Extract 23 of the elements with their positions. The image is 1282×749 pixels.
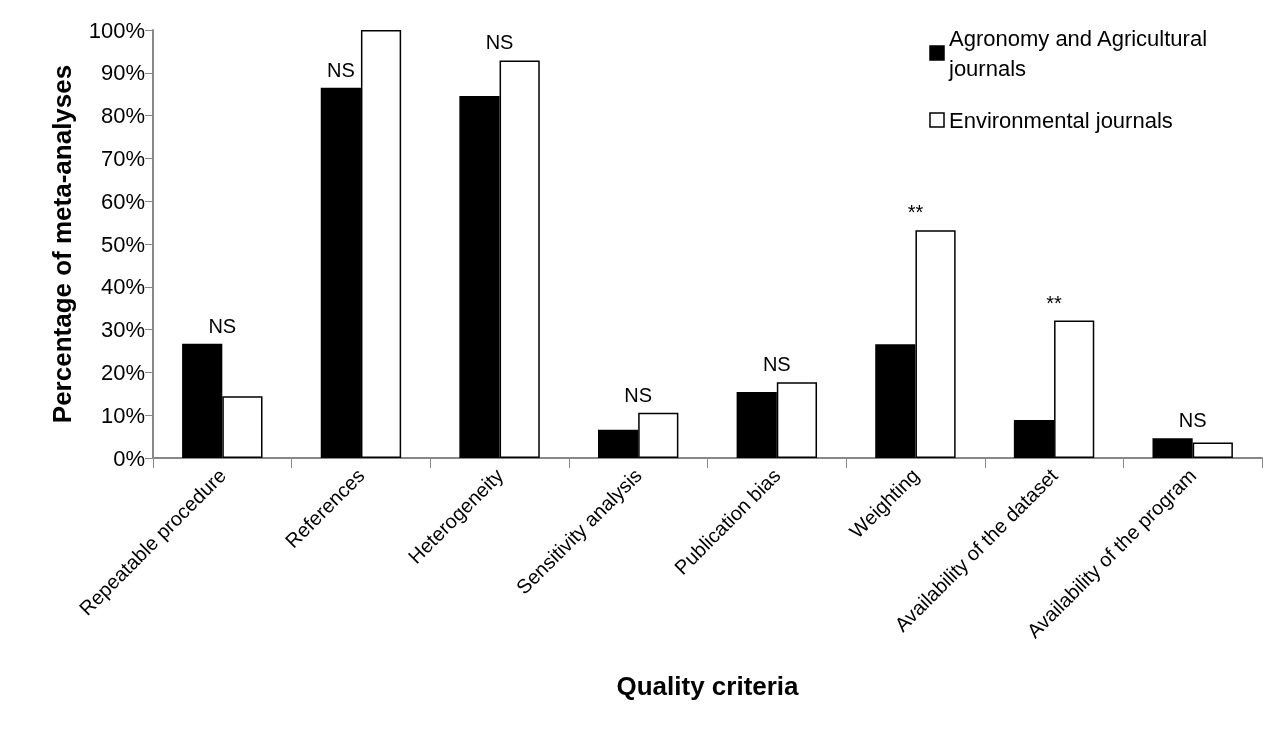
- annotation: NS: [624, 383, 653, 406]
- y-tick-label: 90%: [100, 60, 145, 86]
- annotation: NS: [485, 31, 514, 54]
- y-axis-title: Percentage of meta-analyses: [47, 64, 77, 424]
- legend-label: Agronomy and Agricultural journals: [948, 25, 1214, 81]
- y-tick-label: 30%: [100, 317, 145, 343]
- y-tick-label: 70%: [100, 145, 145, 171]
- annotation: NS: [208, 314, 237, 337]
- annotation: NS: [326, 58, 355, 81]
- y-tick-label: 10%: [100, 402, 145, 428]
- y-tick-label: 0%: [113, 445, 145, 471]
- y-tick-label: 60%: [100, 188, 145, 214]
- annotation: **: [907, 201, 924, 224]
- y-tick-label: 100%: [88, 17, 145, 43]
- legend-label: Environmental journals: [949, 107, 1173, 133]
- annotation: NS: [762, 353, 791, 376]
- x-axis-title: Quality criteria: [616, 671, 800, 701]
- y-tick-label: 80%: [100, 103, 145, 129]
- y-tick-label: 50%: [100, 231, 145, 257]
- y-tick-label: 40%: [100, 274, 145, 300]
- annotation: NS: [1178, 409, 1207, 432]
- y-tick-label: 20%: [100, 359, 145, 385]
- annotation: **: [1046, 291, 1063, 314]
